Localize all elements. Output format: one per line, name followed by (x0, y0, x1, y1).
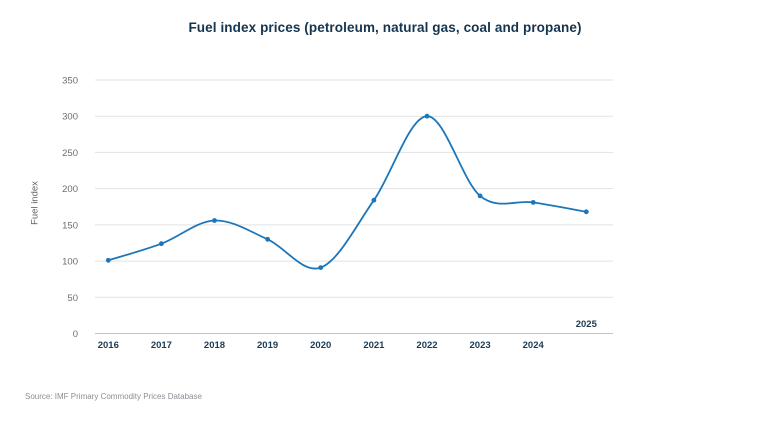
x-tick-label: 2016 (98, 340, 119, 351)
x-tick-label: 2023 (470, 340, 491, 351)
chart-title: Fuel index prices (petroleum, natural ga… (188, 20, 582, 35)
y-tick-label: 250 (62, 148, 78, 159)
data-point-marker (424, 113, 430, 119)
data-point-marker (477, 193, 483, 199)
y-tick-label: 300 (62, 112, 78, 123)
data-point-marker (212, 218, 217, 223)
data-point-marker (530, 200, 536, 205)
x-tick-label: 2018 (204, 340, 225, 351)
data-point-marker (159, 241, 164, 247)
x-tick-label: 2020 (310, 340, 331, 351)
y-tick-label: 200 (62, 184, 78, 195)
x-tick-label: 2025 (576, 319, 598, 330)
y-tick-label: 0 (73, 329, 78, 340)
y-tick-label: 50 (67, 293, 78, 304)
x-tick-label: 2021 (363, 340, 385, 351)
y-tick-label: 100 (62, 257, 78, 268)
y-tick-label: 350 (62, 76, 78, 87)
data-point-marker (265, 236, 270, 242)
data-point-marker (105, 257, 111, 263)
data-point-marker (371, 197, 377, 203)
data-point-marker (318, 265, 324, 270)
source-note: Source: IMF Primary Commodity Prices Dat… (25, 392, 202, 401)
x-tick-label: 2024 (523, 340, 545, 351)
data-point-marker (583, 209, 589, 215)
x-tick-label: 2017 (151, 340, 172, 351)
series-line (107, 115, 588, 270)
y-tick-label: 150 (62, 220, 78, 231)
x-tick-label: 2022 (416, 340, 437, 351)
x-tick-label: 2019 (257, 340, 278, 351)
